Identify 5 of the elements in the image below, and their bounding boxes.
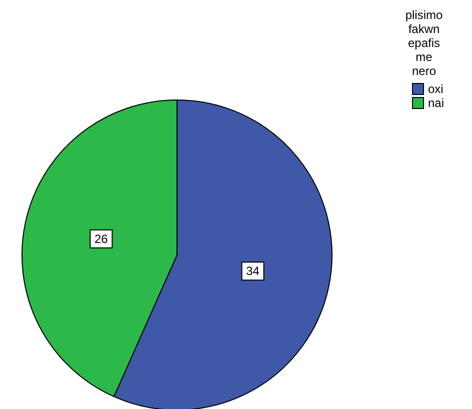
legend-title: plisimo fakwn epafis me nero [404,8,444,78]
legend-label: oxi [428,82,444,96]
data-label: 26 [94,232,108,246]
legend-label: nai [428,96,444,110]
data-label: 34 [246,264,260,278]
